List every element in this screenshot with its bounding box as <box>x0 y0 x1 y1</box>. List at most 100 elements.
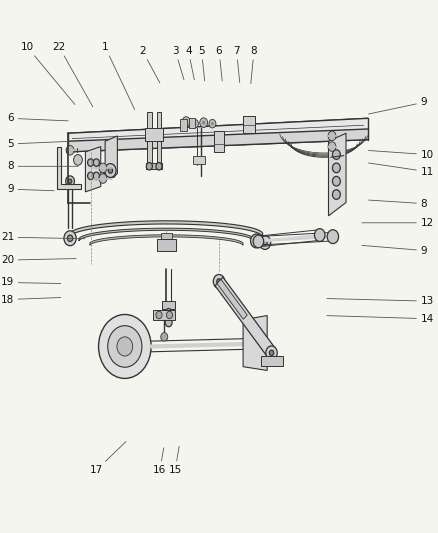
Circle shape <box>166 311 173 319</box>
Text: 9: 9 <box>368 98 427 114</box>
Bar <box>145 128 163 141</box>
Text: 5: 5 <box>198 46 205 81</box>
Circle shape <box>99 314 151 378</box>
Bar <box>162 301 175 309</box>
Bar <box>214 131 224 152</box>
Text: 17: 17 <box>90 442 126 475</box>
Bar <box>189 118 195 128</box>
Polygon shape <box>68 118 368 141</box>
Circle shape <box>93 159 99 166</box>
Bar <box>261 356 283 366</box>
Text: 6: 6 <box>215 46 223 81</box>
Text: 3: 3 <box>172 46 184 80</box>
Circle shape <box>328 142 336 151</box>
Circle shape <box>332 176 340 186</box>
Circle shape <box>191 119 198 128</box>
Text: 21: 21 <box>1 232 85 242</box>
Circle shape <box>108 168 113 173</box>
Text: 9: 9 <box>362 245 427 255</box>
Bar <box>161 233 172 244</box>
Circle shape <box>93 172 99 180</box>
Text: 8: 8 <box>368 199 427 208</box>
Circle shape <box>88 159 94 166</box>
Text: 1: 1 <box>102 42 134 109</box>
Circle shape <box>182 117 190 126</box>
Text: 10: 10 <box>21 42 75 104</box>
Circle shape <box>146 163 152 170</box>
Text: 14: 14 <box>327 314 434 324</box>
Circle shape <box>217 279 221 284</box>
Circle shape <box>67 235 73 241</box>
Text: 13: 13 <box>327 296 434 306</box>
Circle shape <box>327 230 339 244</box>
Text: 12: 12 <box>362 218 434 228</box>
Circle shape <box>66 176 74 187</box>
Circle shape <box>108 326 142 367</box>
Circle shape <box>263 240 267 245</box>
Bar <box>243 116 255 133</box>
Text: 5: 5 <box>7 139 70 149</box>
Text: 6: 6 <box>7 114 68 123</box>
Polygon shape <box>85 147 101 192</box>
Circle shape <box>332 150 340 159</box>
Circle shape <box>117 337 133 356</box>
Text: 7: 7 <box>233 46 240 83</box>
Text: 11: 11 <box>368 163 434 176</box>
Polygon shape <box>103 136 117 177</box>
Text: 16: 16 <box>153 448 166 475</box>
Circle shape <box>194 122 196 125</box>
Circle shape <box>165 309 172 317</box>
Polygon shape <box>328 133 346 216</box>
Circle shape <box>105 164 116 177</box>
Polygon shape <box>57 147 81 189</box>
Circle shape <box>156 311 162 319</box>
Circle shape <box>332 163 340 173</box>
Text: 9: 9 <box>7 184 54 194</box>
Text: 10: 10 <box>368 150 434 159</box>
Bar <box>157 239 176 251</box>
Circle shape <box>269 350 274 356</box>
Text: 20: 20 <box>1 255 76 265</box>
Circle shape <box>88 172 94 180</box>
Text: 19: 19 <box>1 278 61 287</box>
Circle shape <box>211 122 214 125</box>
Bar <box>180 119 187 131</box>
Circle shape <box>328 131 336 141</box>
Bar <box>193 156 205 164</box>
Polygon shape <box>217 279 247 319</box>
Circle shape <box>202 120 205 125</box>
Text: 15: 15 <box>169 446 182 475</box>
Text: 22: 22 <box>53 42 93 107</box>
Text: 18: 18 <box>1 295 61 304</box>
Circle shape <box>74 155 82 165</box>
Circle shape <box>259 236 271 249</box>
Circle shape <box>184 119 188 124</box>
Text: 8: 8 <box>251 46 258 84</box>
Polygon shape <box>215 277 276 357</box>
Circle shape <box>68 179 72 183</box>
Text: 2: 2 <box>139 46 160 83</box>
Circle shape <box>66 146 74 155</box>
Circle shape <box>251 234 262 248</box>
Bar <box>153 310 175 320</box>
Circle shape <box>162 235 171 245</box>
Text: 4: 4 <box>185 46 194 80</box>
Circle shape <box>332 190 340 199</box>
Circle shape <box>156 163 162 170</box>
Polygon shape <box>243 316 267 370</box>
Bar <box>157 112 161 169</box>
Circle shape <box>213 274 225 288</box>
Text: 8: 8 <box>7 161 78 171</box>
Polygon shape <box>68 129 368 152</box>
Circle shape <box>253 235 264 248</box>
Circle shape <box>64 231 76 246</box>
Circle shape <box>200 118 208 127</box>
Circle shape <box>161 333 168 341</box>
Circle shape <box>99 163 107 173</box>
Polygon shape <box>70 221 263 237</box>
Bar <box>146 163 162 169</box>
Bar <box>147 112 152 169</box>
Circle shape <box>266 346 277 360</box>
Circle shape <box>209 119 216 128</box>
Polygon shape <box>90 235 243 245</box>
